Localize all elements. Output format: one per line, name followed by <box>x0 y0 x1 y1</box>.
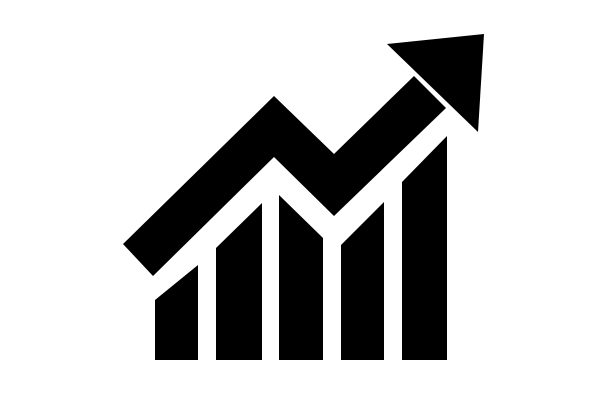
arrow-head-icon <box>387 34 484 132</box>
bar-3 <box>279 195 323 360</box>
bar-2 <box>216 203 262 360</box>
trend-line <box>123 76 446 276</box>
bar-5 <box>402 136 447 360</box>
bar-4 <box>341 202 384 360</box>
bar-1 <box>155 265 198 360</box>
